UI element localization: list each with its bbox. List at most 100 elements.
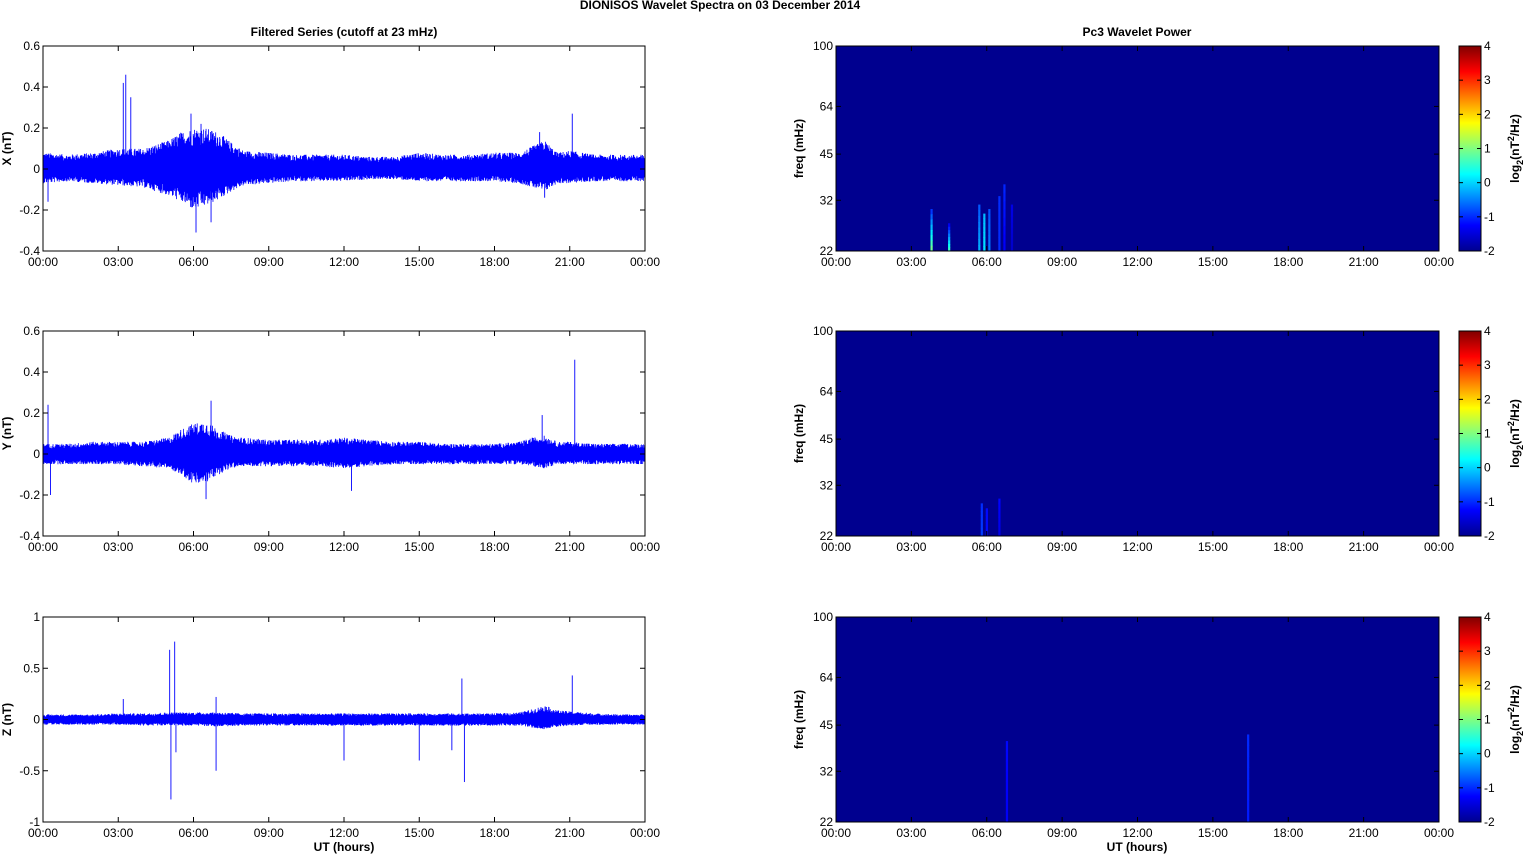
colorbar-tick-label: 0 [1484, 461, 1491, 475]
wp-xtick-label: 18:00 [1273, 826, 1303, 840]
wp-xtick-label: 00:00 [821, 540, 851, 554]
power-event-cell [1247, 800, 1250, 812]
power-event-cell [1010, 216, 1014, 223]
ytick-label: 45 [820, 432, 834, 446]
wp-xtick-label: 06:00 [972, 540, 1002, 554]
ytick-label: 32 [820, 764, 834, 778]
ytick-label: -0.4 [19, 244, 40, 258]
power-event-cell [1247, 734, 1250, 746]
panels: -0.4-0.200.20.40.600:00 03:00 06:00 09:00 12… [0, 39, 1525, 840]
power-event-cell [930, 209, 933, 215]
power-event-cell [1010, 239, 1014, 246]
ytick-label: -0.2 [19, 203, 40, 217]
colorbar-tick-label: -2 [1484, 529, 1495, 543]
colorbar-tick-label: -1 [1484, 210, 1495, 224]
plot-area [43, 331, 645, 536]
ts-xtick-label: 21:00 [555, 540, 585, 554]
ts-xtick-label: 21:00 [555, 255, 585, 269]
ytick-label: 0.4 [23, 365, 40, 379]
power-event-cell [978, 233, 981, 240]
power-event-cell [998, 209, 1001, 218]
ts-xtick-label: 15:00 [404, 255, 434, 269]
ytick-label: 0 [33, 447, 40, 461]
wp-xtick-label: 03:00 [896, 540, 926, 554]
wp-xtick-label: 06:00 [972, 826, 1002, 840]
power-event-cell [988, 224, 991, 231]
colorbar: -2 -1 0 1 2 3 4 log2(nT2/Hz) [1458, 610, 1525, 829]
power-event-cell [983, 218, 986, 224]
power-event-cell [998, 498, 1001, 504]
ts-xtick-label: 06:00 [178, 255, 208, 269]
power-event-cell [988, 219, 991, 226]
power-event-cell [988, 230, 991, 236]
ts-xtick-label: 06:00 [178, 540, 208, 554]
colorbar-tick-label: 4 [1484, 39, 1491, 53]
ts-xtick-label: 06:00 [178, 826, 208, 840]
colorbar-label: log2(nT2/Hz) [1506, 685, 1525, 754]
ts-xtick-label: 21:00 [555, 826, 585, 840]
wp-xtick-label: 00:00 [821, 255, 851, 269]
figure-title: DIONISOS Wavelet Spectra on 03 December … [580, 0, 861, 12]
ts-xtick-label: 12:00 [329, 826, 359, 840]
ts-xtick-label: 00:00 [28, 826, 58, 840]
ts-xtick-label: 00:00 [28, 255, 58, 269]
power-event-cell [1003, 217, 1006, 227]
power-event-cell [978, 239, 981, 246]
power-event-cell [998, 531, 1001, 537]
power-event-cell [998, 512, 1001, 518]
power-event-cell [1247, 778, 1250, 790]
power-event-cell [930, 224, 933, 231]
power-event-cell [948, 247, 951, 252]
power-event-cell [985, 511, 988, 516]
power-event-cell [930, 214, 933, 221]
wp-xtick-label: 06:00 [972, 255, 1002, 269]
power-event-cell [1003, 242, 1006, 252]
power-event-cell [930, 230, 933, 236]
power-event-cell [998, 517, 1001, 523]
power-event-cell [948, 233, 951, 238]
ytick-label: -1 [29, 815, 40, 829]
power-event-cell [1003, 200, 1006, 210]
power-event-cell [948, 244, 951, 249]
power-event-cell [1247, 789, 1250, 801]
power-event-cell [988, 214, 991, 221]
ytick-label: 22 [820, 529, 834, 543]
wp-xtick-label: 21:00 [1349, 255, 1379, 269]
ytick-label: -0.4 [19, 529, 40, 543]
wp-xtick-label: 15:00 [1198, 826, 1228, 840]
power-event-cell [980, 507, 983, 513]
wp-xtick-label: 09:00 [1047, 255, 1077, 269]
wp-xtick-label: 21:00 [1349, 826, 1379, 840]
plot-area [43, 46, 645, 251]
power-event-cell [948, 240, 951, 245]
power-event-cell [980, 519, 983, 525]
power-event-cell [978, 204, 981, 211]
y-axis-label: freq (mHz) [792, 690, 806, 749]
power-event-cell [988, 235, 991, 242]
ts-xtick-label: 09:00 [254, 255, 284, 269]
colorbar-tick-label: 4 [1484, 610, 1491, 624]
ts-xtick-label: 15:00 [404, 826, 434, 840]
power-event-cell [1003, 234, 1006, 244]
wp-xtick-label: 09:00 [1047, 826, 1077, 840]
colorbar-tick-label: 2 [1484, 107, 1491, 121]
wp-xtick-label: 15:00 [1198, 540, 1228, 554]
power-event-cell [978, 227, 981, 235]
ytick-label: 0.6 [23, 39, 40, 53]
power-event-cell [980, 531, 983, 537]
colorbar-tick-label: 3 [1484, 73, 1491, 87]
ytick-label: 64 [820, 384, 834, 398]
ts-xtick-label: 03:00 [103, 826, 133, 840]
wp-xtick-label: 18:00 [1273, 255, 1303, 269]
colorbar: -2 -1 0 1 2 3 4 log2(nT2/Hz) [1458, 324, 1525, 543]
ytick-label: 0.5 [23, 661, 40, 675]
power-event-cell [980, 515, 983, 521]
left-column-title: Filtered Series (cutoff at 23 mHz) [251, 25, 438, 39]
ts-xtick-label: 15:00 [404, 540, 434, 554]
wp-xtick-label: 12:00 [1122, 255, 1152, 269]
wp-xtick-label: 00:00 [1424, 255, 1454, 269]
power-event-cell [1005, 791, 1009, 803]
ytick-label: 100 [813, 324, 833, 338]
ytick-label: 0.4 [23, 80, 40, 94]
